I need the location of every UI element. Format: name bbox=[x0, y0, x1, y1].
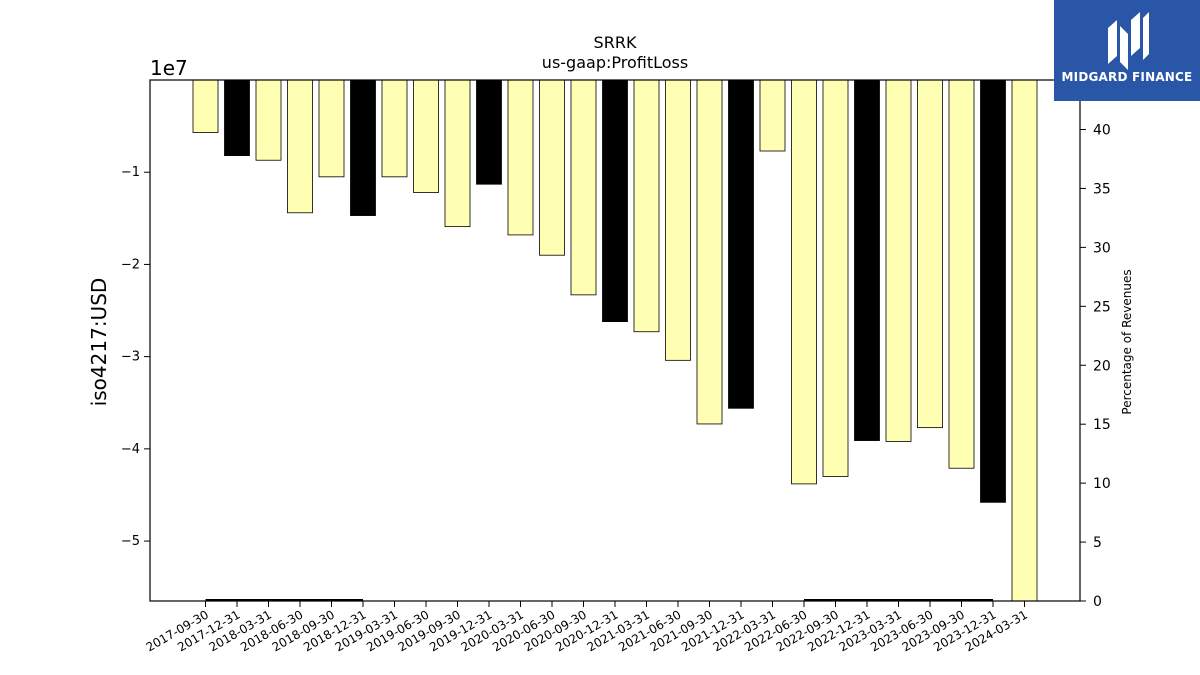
bar-2018-09-30 bbox=[318, 79, 345, 178]
bar-2023-03-31 bbox=[885, 79, 912, 442]
y-tick-label: −2 bbox=[121, 257, 140, 272]
bar-2021-12-31 bbox=[728, 79, 754, 409]
y-tick-label: −4 bbox=[121, 442, 140, 457]
y2-tick-label: 25 bbox=[1093, 299, 1111, 315]
y2-tick-label: 10 bbox=[1093, 476, 1111, 492]
bar-2018-06-30 bbox=[287, 79, 313, 214]
bar-group bbox=[192, 79, 1038, 602]
y2-tick-label: 5 bbox=[1093, 535, 1102, 551]
bar-2023-06-30 bbox=[917, 79, 943, 429]
bar-2019-03-31 bbox=[381, 79, 408, 178]
bar-2019-12-31 bbox=[476, 79, 502, 185]
brand-name: MIDGARD FINANCE bbox=[1061, 70, 1193, 84]
bar-2018-03-31 bbox=[255, 79, 282, 161]
y-offset-label: 1e7 bbox=[150, 56, 188, 80]
chart-subtitle: us-gaap:ProfitLoss bbox=[542, 53, 688, 72]
x-axis-ticks: 2017-09-302017-12-312018-03-312018-06-30… bbox=[144, 601, 1030, 654]
y-tick-label: −5 bbox=[121, 534, 140, 549]
y2-tick-label: 20 bbox=[1093, 358, 1111, 374]
chart-title: SRRK bbox=[594, 33, 637, 52]
bar-2020-06-30 bbox=[539, 79, 565, 256]
y2-axis-ticks: 0 5 10 15 20 25 30 35 40 bbox=[1080, 123, 1111, 610]
bar-2021-03-31 bbox=[633, 79, 660, 333]
bar-2022-09-30 bbox=[822, 79, 849, 477]
stylized-m-logo-icon bbox=[1108, 12, 1149, 70]
y2-tick-label: 40 bbox=[1093, 123, 1111, 139]
y-tick-label: −1 bbox=[121, 165, 140, 180]
bar-2019-06-30 bbox=[413, 79, 439, 193]
bar-2019-09-30 bbox=[444, 79, 471, 228]
bar-2023-12-31 bbox=[980, 79, 1006, 503]
y-axis-label: iso4217:USD bbox=[87, 278, 111, 407]
y-axis-ticks: −1 −2 −3 −4 −5 bbox=[121, 165, 150, 549]
y2-tick-label: 15 bbox=[1093, 417, 1111, 433]
y2-axis-label: Percentage of Revenues bbox=[1120, 269, 1134, 414]
bar-2020-12-31 bbox=[602, 79, 628, 322]
y2-tick-label: 35 bbox=[1093, 181, 1111, 197]
brand-logo: MIDGARD FINANCE bbox=[1054, 0, 1200, 101]
bar-2021-06-30 bbox=[665, 79, 691, 361]
bar-2024-03-31 bbox=[1011, 79, 1038, 602]
bar-2018-12-31 bbox=[350, 79, 376, 216]
y2-tick-label: 30 bbox=[1093, 240, 1111, 256]
y-tick-label: −3 bbox=[121, 350, 140, 365]
bar-2023-09-30 bbox=[948, 79, 975, 469]
bar-2022-06-30 bbox=[791, 79, 817, 485]
bar-2017-12-31 bbox=[224, 79, 250, 157]
bar-2020-09-30 bbox=[570, 79, 597, 296]
bar-2017-09-30 bbox=[192, 79, 219, 133]
bar-2020-03-31 bbox=[507, 79, 534, 236]
bar-2022-12-31 bbox=[854, 79, 880, 441]
y2-tick-label: 0 bbox=[1093, 594, 1102, 610]
bar-2021-09-30 bbox=[696, 79, 723, 425]
bar-2022-03-31 bbox=[759, 79, 786, 152]
